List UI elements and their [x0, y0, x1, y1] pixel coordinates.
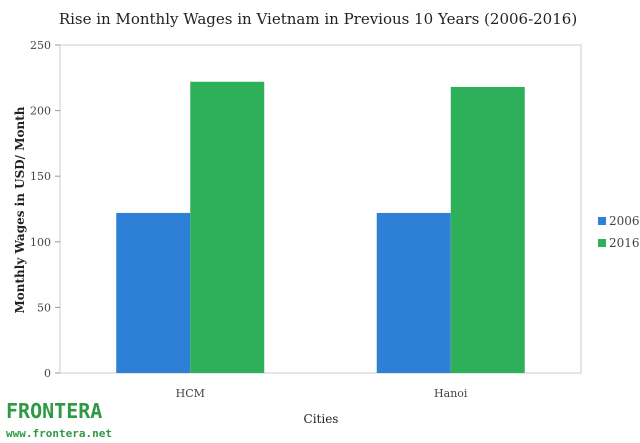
brand-logo-text: FRONTERA — [6, 399, 102, 423]
legend-label: 2006 — [609, 214, 640, 228]
y-axis-title: Monthly Wages in USD/ Month — [13, 106, 27, 313]
legend-label: 2016 — [609, 236, 640, 250]
brand-url: www.frontera.net — [6, 427, 112, 440]
bar-2006-HCM — [116, 212, 191, 373]
x-axis-title: Cities — [304, 412, 339, 426]
legend: 2006 2016 — [598, 214, 640, 250]
y-tick-label: 250 — [30, 39, 51, 52]
x-tick-label: Hanoi — [434, 387, 468, 400]
legend-swatch-2016 — [598, 239, 606, 247]
x-axis-ticks: HCM Hanoi — [176, 387, 468, 400]
bar-2006-Hanoi — [376, 212, 451, 373]
y-tick-label: 150 — [30, 170, 51, 183]
bar-2016-Hanoi — [450, 86, 525, 373]
x-tick-label: HCM — [176, 387, 205, 400]
y-tick-label: 50 — [37, 301, 51, 314]
bars — [116, 81, 525, 374]
y-tick-label: 0 — [44, 367, 51, 380]
chart-title: Rise in Monthly Wages in Vietnam in Prev… — [59, 10, 577, 28]
y-tick-label: 100 — [30, 236, 51, 249]
bar-2016-HCM — [190, 81, 265, 374]
y-tick-label: 200 — [30, 105, 51, 118]
legend-swatch-2006 — [598, 217, 606, 225]
y-axis-ticks: 0 50 100 150 200 250 — [30, 39, 60, 380]
